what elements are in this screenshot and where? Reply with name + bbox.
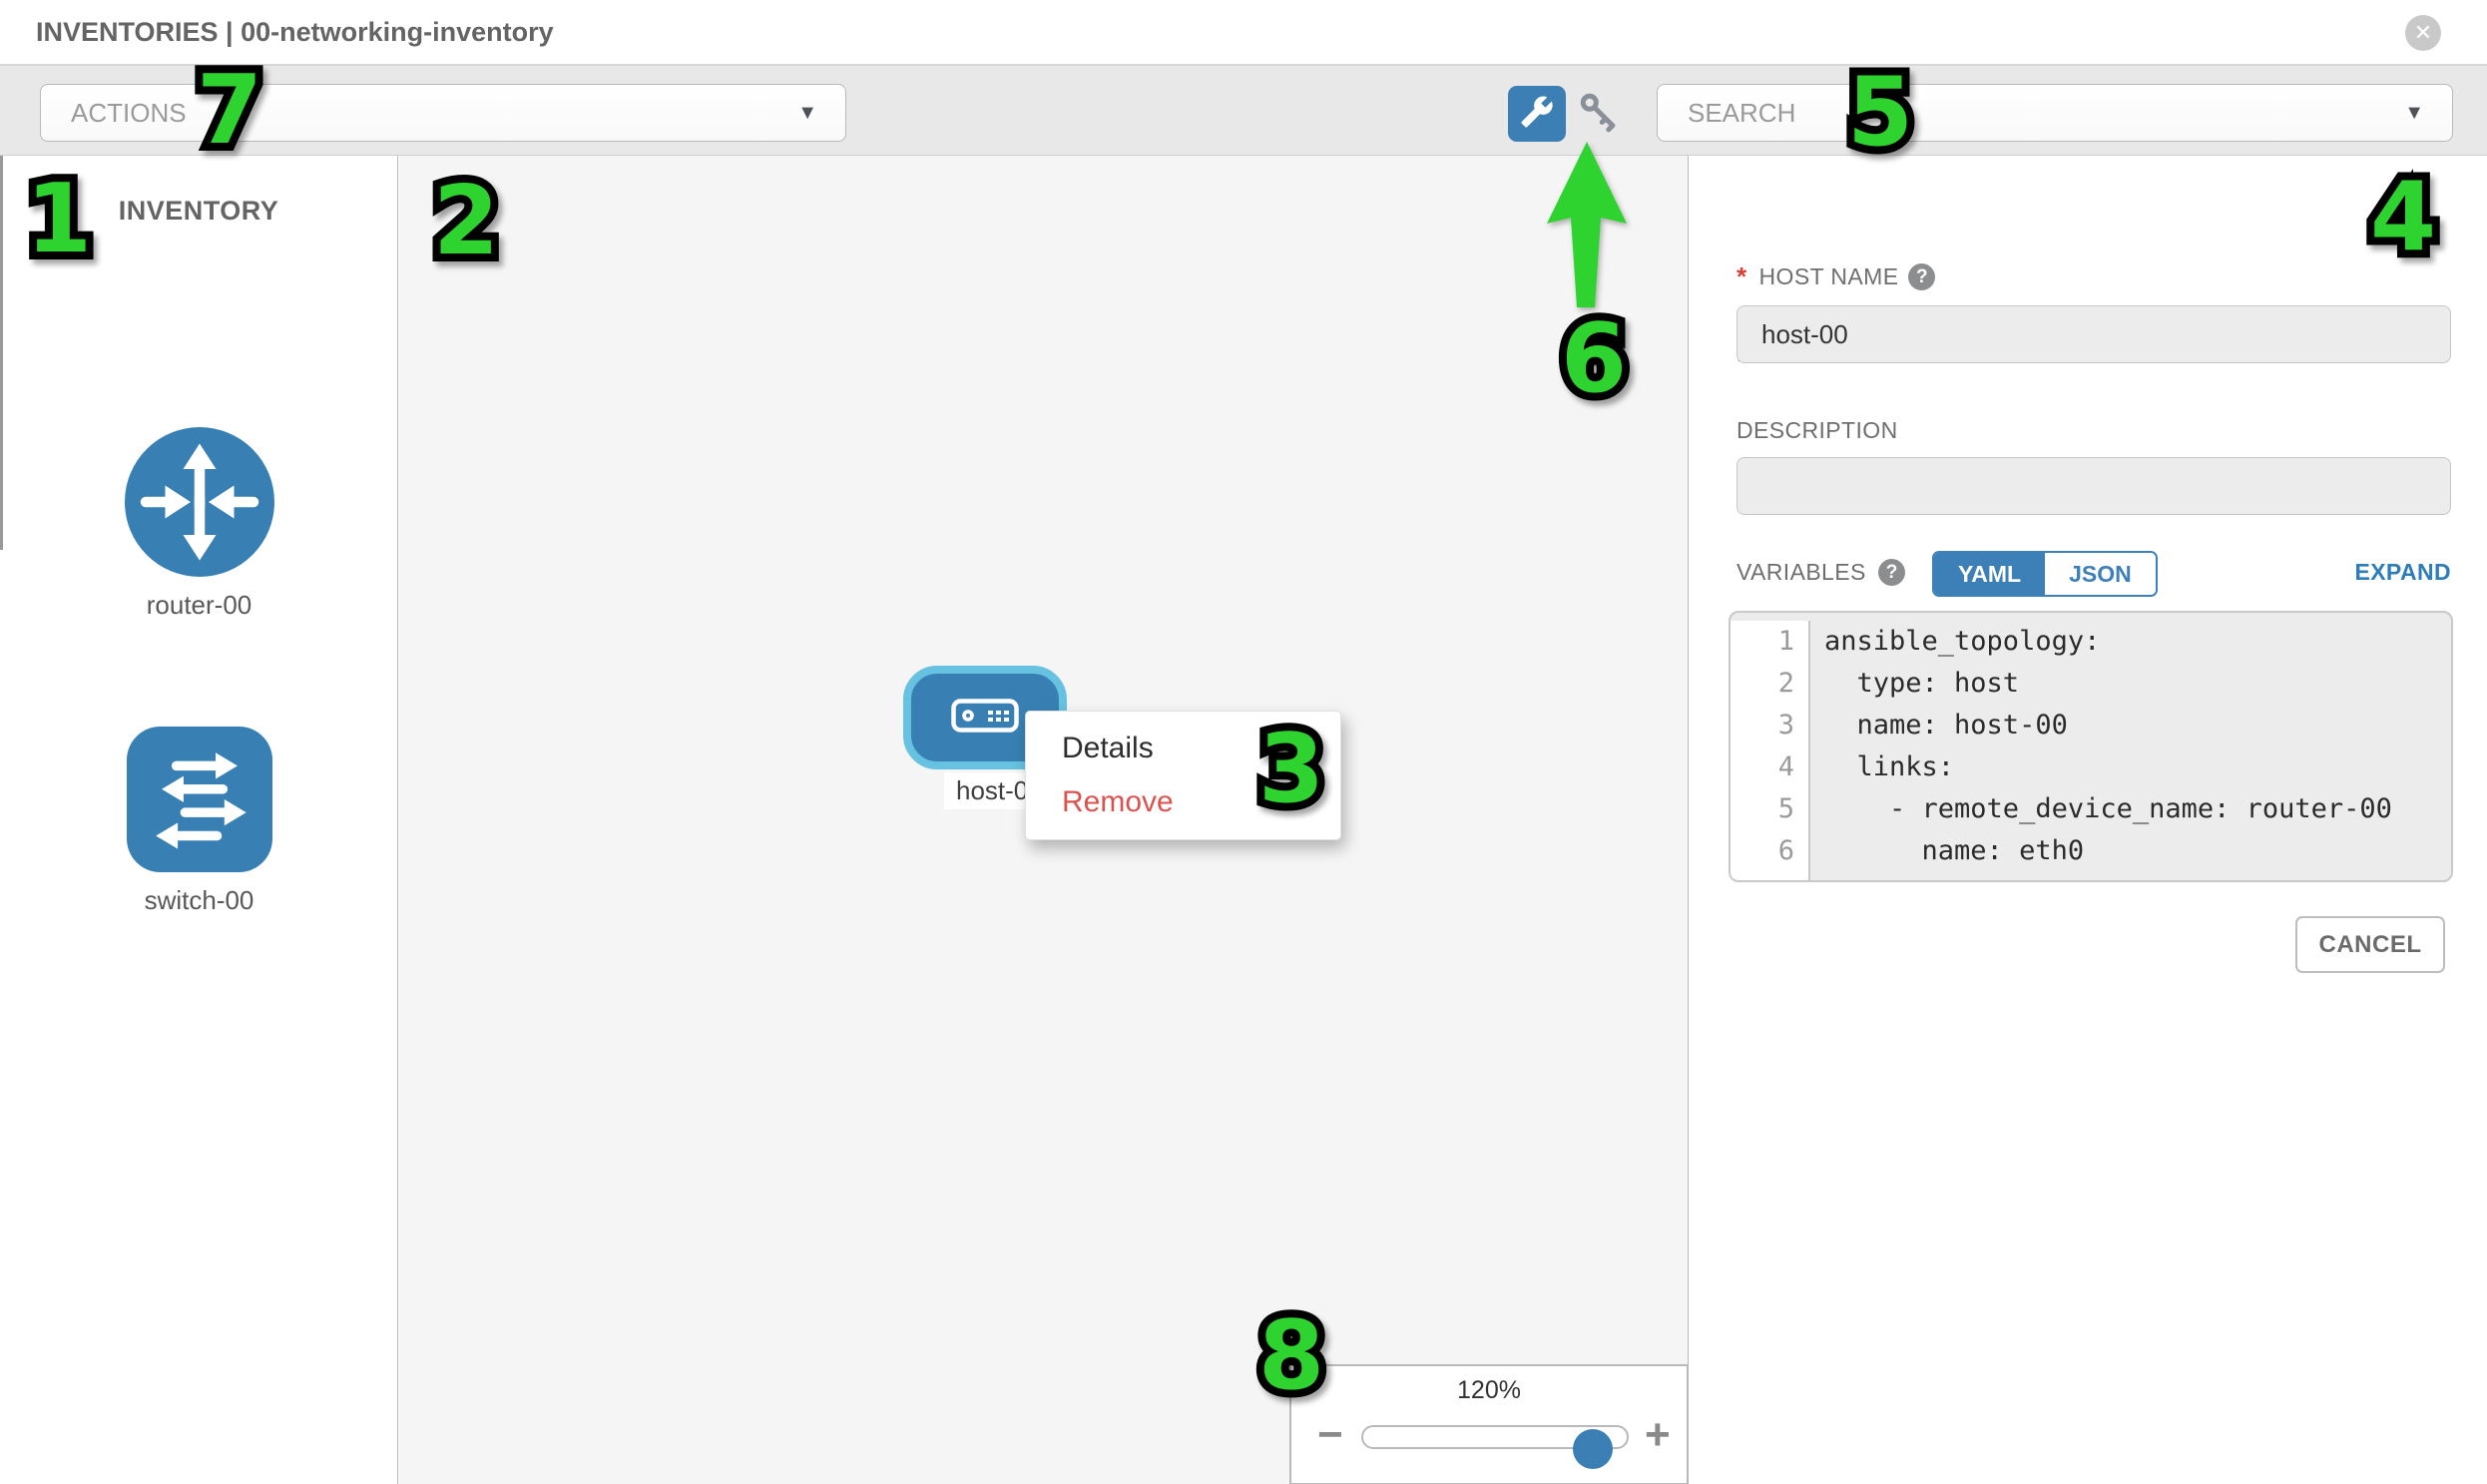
host-name-label: HOST NAME (1758, 263, 1899, 289)
switch-icon (126, 727, 272, 876)
zoom-in-button[interactable]: + (1645, 1410, 1671, 1459)
actions-placeholder: ACTIONS (71, 97, 187, 128)
palette-item-label: switch-00 (144, 885, 254, 915)
yaml-toggle-button[interactable]: YAML (1934, 553, 2046, 595)
host-name-label-row: * HOST NAME ? (1737, 261, 1936, 292)
variables-header-row: VARIABLES ? YAML JSON EXPAND (1737, 551, 2451, 599)
line-text: name: eth0 (1824, 835, 2085, 866)
context-menu-item-details[interactable]: Details (1062, 732, 1154, 764)
zoom-control-panel: 120% − + (1289, 1364, 1689, 1484)
line-number: 3 (1731, 705, 1810, 746)
page-header: INVENTORIES | 00-networking-inventory ✕ (0, 0, 2487, 66)
close-icon[interactable]: ✕ (2405, 15, 2441, 51)
line-number: 6 (1731, 830, 1810, 872)
line-text: name: host-00 (1824, 710, 2068, 741)
palette-item-label: router-00 (146, 590, 252, 620)
variables-label: VARIABLES (1737, 559, 1866, 585)
zoom-level-value: 120% (1457, 1376, 1521, 1404)
line-number: 1 (1731, 621, 1810, 663)
code-line: 6 name: eth0 (1731, 830, 2451, 872)
code-line: 4 links: (1731, 746, 2451, 788)
key-icon (1576, 89, 1622, 140)
search-dropdown[interactable]: SEARCH ▼ (1657, 84, 2453, 142)
description-label: DESCRIPTION (1737, 417, 1898, 443)
host-name-field[interactable] (1737, 305, 2451, 363)
line-text: remote_interface_name: eth0 (1810, 872, 2451, 880)
details-panel: DETAILS * HOST NAME ? DESCRIPTION VARIAB… (1690, 156, 2487, 1484)
page-title: INVENTORIES | 00-networking-inventory (36, 17, 554, 47)
actions-dropdown[interactable]: ACTIONS ▼ (40, 84, 846, 142)
format-toggle: YAML JSON (1932, 551, 2158, 597)
router-icon (124, 427, 274, 581)
code-line: 1 ansible_topology: (1731, 621, 2451, 663)
line-number: 4 (1731, 746, 1810, 788)
code-line: 5 - remote_device_name: router-00 (1731, 788, 2451, 830)
inventory-sidebar: INVENTORY router-00 (0, 156, 398, 1484)
line-text: type: host (1824, 668, 2020, 699)
context-menu: Details Remove (1025, 711, 1341, 840)
zoom-slider-track[interactable] (1361, 1425, 1629, 1469)
palette-item-switch[interactable]: switch-00 (0, 727, 398, 916)
sidebar-title: INVENTORY (118, 196, 279, 226)
expand-link[interactable]: EXPAND (2354, 559, 2451, 585)
host-icon (951, 698, 1019, 738)
help-icon[interactable]: ? (1908, 263, 1936, 290)
chevron-down-icon: ▼ (797, 101, 817, 124)
toolbar: ACTIONS ▼ SEARCH ▼ (0, 66, 2487, 156)
required-asterisk: * (1737, 261, 1747, 291)
line-text: ansible_topology: (1824, 626, 2101, 657)
code-line: 3 name: host-00 (1731, 705, 2451, 746)
description-field[interactable] (1737, 457, 2451, 515)
help-icon[interactable]: ? (1878, 559, 1905, 586)
zoom-slider-thumb[interactable] (1573, 1429, 1613, 1469)
search-placeholder: SEARCH (1688, 97, 1796, 128)
line-text: links: (1824, 751, 1955, 782)
line-number: 7 (1731, 872, 1810, 880)
palette-item-router[interactable]: router-00 (0, 427, 398, 621)
configure-button[interactable] (1508, 86, 1566, 142)
wrench-icon (1520, 95, 1554, 134)
code-line: 2 type: host (1731, 663, 2451, 705)
topology-canvas[interactable]: host-00 Details Remove 120% − + (399, 156, 1689, 1484)
code-line: 7 remote_interface_name: eth0 (1731, 872, 2451, 880)
zoom-out-button[interactable]: − (1317, 1410, 1343, 1459)
context-menu-item-remove[interactable]: Remove (1062, 785, 1174, 818)
line-number: 2 (1731, 663, 1810, 705)
line-number: 5 (1731, 788, 1810, 830)
json-toggle-button[interactable]: JSON (2045, 553, 2156, 595)
variables-code-editor[interactable]: 1 ansible_topology: 2 type: host 3 name:… (1729, 611, 2453, 882)
line-text: - remote_device_name: router-00 (1824, 793, 2392, 824)
chevron-down-icon: ▼ (2404, 101, 2424, 124)
scrollbar[interactable] (0, 156, 3, 550)
key-button[interactable] (1575, 90, 1623, 138)
cancel-button[interactable]: CANCEL (2295, 916, 2445, 973)
